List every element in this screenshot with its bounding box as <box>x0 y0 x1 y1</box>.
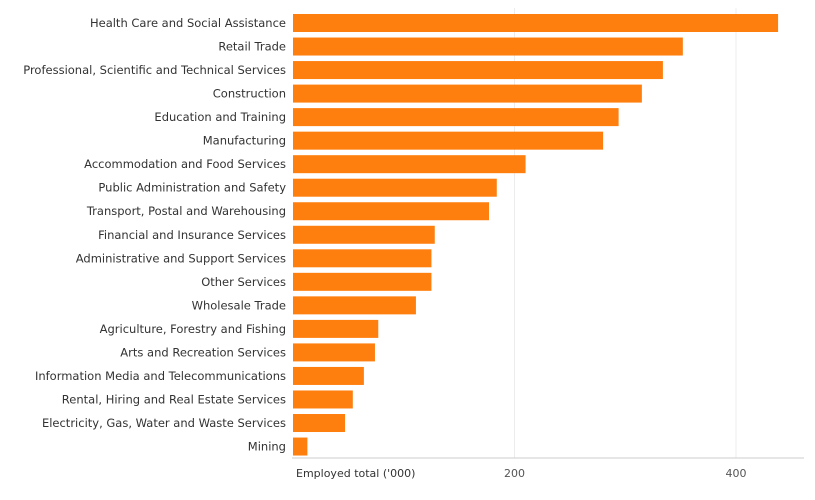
bar-electricity-gas-water-and-waste-services[interactable] <box>293 414 346 433</box>
category-label: Wholesale Trade <box>192 298 286 312</box>
bar-other-services[interactable] <box>293 272 432 291</box>
bar-wholesale-trade[interactable] <box>293 296 416 315</box>
bar-construction[interactable] <box>293 84 642 103</box>
category-label: Manufacturing <box>203 134 286 148</box>
category-label: Rental, Hiring and Real Estate Services <box>62 392 286 406</box>
category-label: Electricity, Gas, Water and Waste Servic… <box>42 416 286 430</box>
category-label: Arts and Recreation Services <box>120 345 286 359</box>
category-label: Transport, Postal and Warehousing <box>86 204 286 218</box>
category-label: Health Care and Social Assistance <box>90 16 286 30</box>
bar-administrative-and-support-services[interactable] <box>293 249 432 268</box>
bar-retail-trade[interactable] <box>293 37 683 56</box>
category-labels: Health Care and Social Assistance Retail … <box>23 16 286 454</box>
bar-accommodation-and-food-services[interactable] <box>293 155 526 174</box>
gridlines <box>514 8 737 458</box>
bar-rental-hiring-and-real-estate-services[interactable] <box>293 390 353 409</box>
bar-manufacturing[interactable] <box>293 131 604 150</box>
category-label: Professional, Scientific and Technical S… <box>23 63 286 77</box>
category-label: Administrative and Support Services <box>76 251 286 265</box>
category-label: Retail Trade <box>218 40 286 54</box>
bar-transport-postal-and-warehousing[interactable] <box>293 202 490 221</box>
bar-public-administration-and-safety[interactable] <box>293 178 497 197</box>
x-tick-label: 400 <box>726 467 747 480</box>
bar-agriculture-forestry-and-fishing[interactable] <box>293 319 379 338</box>
bar-professional-scientific-and-technical-services[interactable] <box>293 61 663 80</box>
category-label: Information Media and Telecommunications <box>35 369 286 383</box>
bars <box>293 14 779 456</box>
category-label: Other Services <box>201 275 286 289</box>
x-ticks: 200 400 <box>504 467 747 480</box>
category-label: Public Administration and Safety <box>98 181 286 195</box>
bar-education-and-training[interactable] <box>293 108 619 127</box>
x-tick-label: 200 <box>504 467 525 480</box>
bar-arts-and-recreation-services[interactable] <box>293 343 375 362</box>
bar-financial-and-insurance-services[interactable] <box>293 225 435 244</box>
bar-information-media-and-telecommunications[interactable] <box>293 366 364 385</box>
category-label: Education and Training <box>154 110 286 124</box>
category-label: Financial and Insurance Services <box>98 228 286 242</box>
bar-mining[interactable] <box>293 437 308 456</box>
category-label: Construction <box>213 87 286 101</box>
x-axis-title: Employed total ('000) <box>296 467 415 480</box>
bar-health-care-and-social-assistance[interactable] <box>293 14 779 32</box>
category-label: Mining <box>248 440 286 454</box>
category-label: Agriculture, Forestry and Fishing <box>100 322 286 336</box>
category-label: Accommodation and Food Services <box>84 157 286 171</box>
